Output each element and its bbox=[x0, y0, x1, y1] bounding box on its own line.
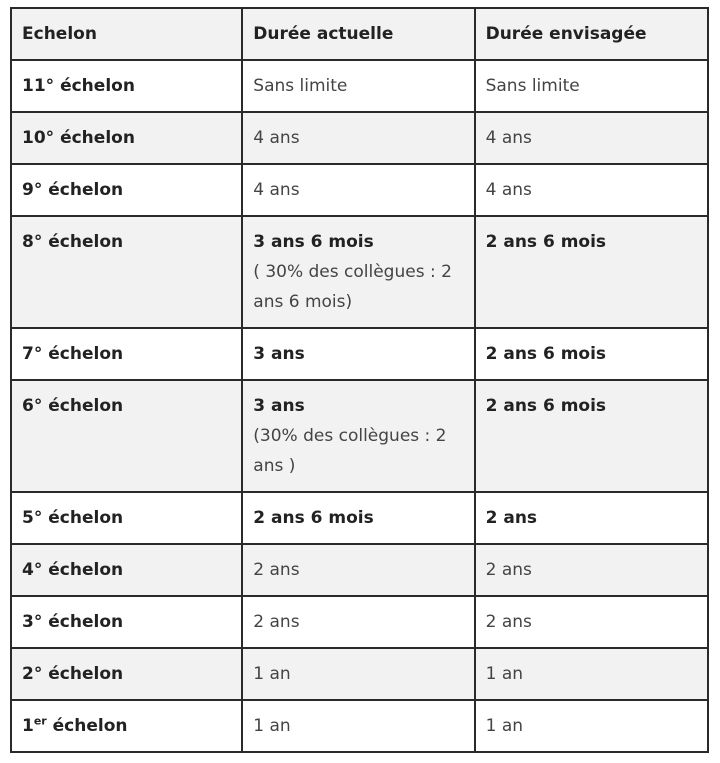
table-row: 9° échelon 4 ans 4 ans bbox=[9, 163, 710, 217]
duree-actuelle-value: 2 ans bbox=[253, 560, 300, 580]
table-row: 6° échelon 3 ans (30% des collègues : 2 an… bbox=[9, 379, 710, 493]
duree-actuelle-cell: 4 ans bbox=[241, 163, 476, 217]
duree-actuelle-value: 4 ans bbox=[253, 180, 300, 200]
table-row: 11° échelon Sans limite Sans limite bbox=[9, 59, 710, 113]
duree-actuelle-cell: 1 an bbox=[241, 647, 476, 701]
duree-envisagee-value: 1 an bbox=[485, 664, 524, 684]
header-echelon: Echelon bbox=[9, 7, 244, 61]
duree-actuelle-note: ( 30% des collègues : 2 ans 6 mois) bbox=[253, 262, 452, 312]
duree-envisagee-value: 2 ans bbox=[485, 508, 538, 528]
echelon-cell: 5° échelon bbox=[9, 491, 244, 545]
duree-envisagee-cell: 1 an bbox=[473, 647, 710, 701]
echelon-cell: 3° échelon bbox=[9, 595, 244, 649]
duree-actuelle-value: 3 ans 6 mois bbox=[253, 232, 374, 252]
echelon-duration-table: Echelon Durée actuelle Durée envisagée 1… bbox=[9, 7, 710, 753]
duree-envisagee-value: 1 an bbox=[485, 716, 524, 736]
table-row: 5° échelon 2 ans 6 mois 2 ans bbox=[9, 491, 710, 545]
duree-envisagee-cell: 4 ans bbox=[473, 111, 710, 165]
duree-actuelle-cell: 1 an bbox=[241, 699, 476, 753]
duree-actuelle-note: (30% des collègues : 2 ans ) bbox=[253, 426, 447, 476]
duree-envisagee-value: 2 ans 6 mois bbox=[485, 344, 607, 364]
duree-envisagee-value: 2 ans 6 mois bbox=[485, 396, 607, 416]
duree-actuelle-cell: 2 ans 6 mois bbox=[241, 491, 476, 545]
duree-envisagee-value: 2 ans bbox=[485, 560, 532, 580]
duree-actuelle-cell: 2 ans bbox=[241, 595, 476, 649]
duree-actuelle-value: 1 an bbox=[253, 716, 291, 736]
table-row: 10° échelon 4 ans 4 ans bbox=[9, 111, 710, 165]
duree-actuelle-value: 2 ans bbox=[253, 612, 300, 632]
echelon-suffix: échelon bbox=[46, 716, 128, 736]
duree-envisagee-cell: 2 ans 6 mois bbox=[473, 215, 710, 329]
duree-actuelle-value: 3 ans bbox=[253, 344, 305, 364]
table-row: 3° échelon 2 ans 2 ans bbox=[9, 595, 710, 649]
duree-actuelle-value: Sans limite bbox=[253, 76, 348, 96]
duree-actuelle-cell: 4 ans bbox=[241, 111, 476, 165]
duree-actuelle-cell: 3 ans 6 mois ( 30% des collègues : 2 ans … bbox=[241, 215, 476, 329]
duree-actuelle-value: 1 an bbox=[253, 664, 291, 684]
duree-envisagee-cell: 2 ans bbox=[473, 595, 710, 649]
echelon-cell: 4° échelon bbox=[9, 543, 244, 597]
duree-actuelle-value: 3 ans bbox=[253, 396, 305, 416]
duree-actuelle-cell: 3 ans bbox=[241, 327, 476, 381]
duree-envisagee-value: 4 ans bbox=[485, 128, 532, 148]
duree-envisagee-cell: 2 ans 6 mois bbox=[473, 327, 710, 381]
echelon-cell: 1er échelon bbox=[9, 699, 244, 753]
header-duree-actuelle: Durée actuelle bbox=[241, 7, 476, 61]
table-row: 7° échelon 3 ans 2 ans 6 mois bbox=[9, 327, 710, 381]
duree-envisagee-value: 4 ans bbox=[485, 180, 532, 200]
duree-envisagee-cell: 2 ans bbox=[473, 543, 710, 597]
echelon-cell: 6° échelon bbox=[9, 379, 244, 493]
echelon-cell: 8° échelon bbox=[9, 215, 244, 329]
duree-actuelle-value: 2 ans 6 mois bbox=[253, 508, 374, 528]
echelon-sup: er bbox=[33, 714, 47, 728]
duree-envisagee-value: Sans limite bbox=[485, 76, 580, 96]
duree-envisagee-cell: 4 ans bbox=[473, 163, 710, 217]
duree-actuelle-value: 4 ans bbox=[253, 128, 300, 148]
duree-envisagee-cell: 2 ans bbox=[473, 491, 710, 545]
table-row: 2° échelon 1 an 1 an bbox=[9, 647, 710, 701]
duree-envisagee-cell: 1 an bbox=[473, 699, 710, 753]
duree-actuelle-cell: 2 ans bbox=[241, 543, 476, 597]
duree-envisagee-value: 2 ans bbox=[485, 612, 532, 632]
echelon-number: 1 bbox=[22, 716, 34, 736]
echelon-cell: 9° échelon bbox=[9, 163, 244, 217]
table-row: 8° échelon 3 ans 6 mois ( 30% des collègue… bbox=[9, 215, 710, 329]
echelon-cell: 2° échelon bbox=[9, 647, 244, 701]
header-row: Echelon Durée actuelle Durée envisagée bbox=[9, 7, 710, 61]
header-duree-envisagee: Durée envisagée bbox=[473, 7, 710, 61]
table-row: 4° échelon 2 ans 2 ans bbox=[9, 543, 710, 597]
table-row: 1er échelon 1 an 1 an bbox=[9, 699, 710, 753]
echelon-cell: 7° échelon bbox=[9, 327, 244, 381]
duree-envisagee-cell: 2 ans 6 mois bbox=[473, 379, 710, 493]
duree-envisagee-cell: Sans limite bbox=[473, 59, 710, 113]
duree-actuelle-cell: Sans limite bbox=[241, 59, 476, 113]
echelon-cell: 11° échelon bbox=[9, 59, 244, 113]
duree-envisagee-value: 2 ans 6 mois bbox=[485, 232, 607, 252]
echelon-cell: 10° échelon bbox=[9, 111, 244, 165]
duree-actuelle-cell: 3 ans (30% des collègues : 2 ans ) bbox=[241, 379, 476, 493]
